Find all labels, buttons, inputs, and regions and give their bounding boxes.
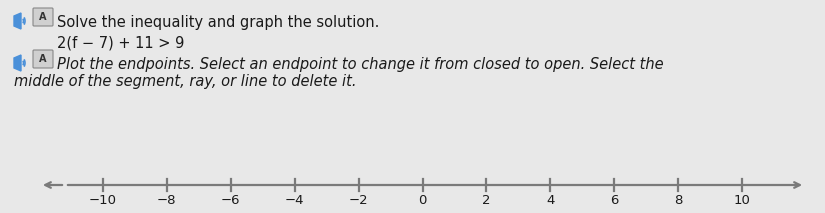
- Text: 2(f − 7) + 11 > 9: 2(f − 7) + 11 > 9: [57, 35, 184, 50]
- FancyBboxPatch shape: [33, 8, 53, 26]
- Polygon shape: [14, 55, 21, 71]
- Text: middle of the segment, ray, or line to delete it.: middle of the segment, ray, or line to d…: [14, 74, 356, 89]
- Text: A: A: [40, 12, 47, 22]
- Text: 0: 0: [418, 194, 427, 207]
- Text: −6: −6: [221, 194, 241, 207]
- Text: A: A: [40, 54, 47, 64]
- Text: −10: −10: [89, 194, 117, 207]
- Text: −4: −4: [285, 194, 304, 207]
- Text: Plot the endpoints. Select an endpoint to change it from closed to open. Select : Plot the endpoints. Select an endpoint t…: [57, 57, 663, 72]
- Text: 4: 4: [546, 194, 554, 207]
- Text: −8: −8: [157, 194, 177, 207]
- Text: 8: 8: [674, 194, 682, 207]
- Text: −2: −2: [349, 194, 369, 207]
- Polygon shape: [14, 13, 21, 29]
- Text: 10: 10: [733, 194, 751, 207]
- Text: Solve the inequality and graph the solution.: Solve the inequality and graph the solut…: [57, 15, 380, 30]
- Text: 6: 6: [610, 194, 619, 207]
- FancyBboxPatch shape: [33, 50, 53, 68]
- Text: 2: 2: [482, 194, 491, 207]
